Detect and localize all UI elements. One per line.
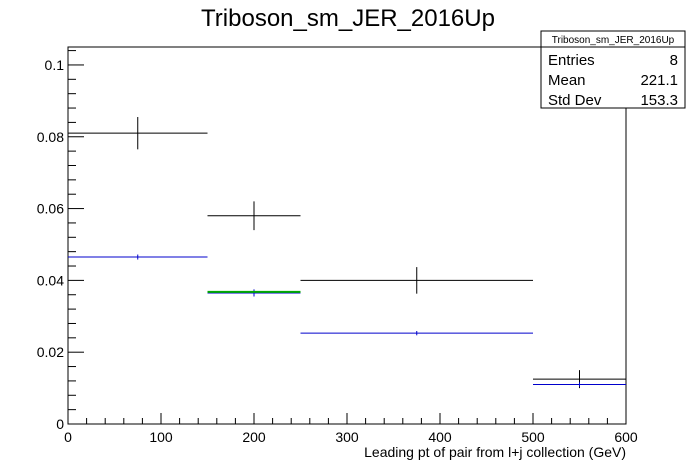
x-tick-label: 500 <box>521 429 545 445</box>
series <box>68 254 626 387</box>
stats-box-title: Triboson_sm_JER_2016Up <box>552 35 675 46</box>
y-tick-label: 0.08 <box>37 129 64 145</box>
y-tick-label: 0.02 <box>37 344 64 360</box>
x-tick-label: 100 <box>149 429 173 445</box>
x-tick-label: 400 <box>428 429 452 445</box>
y-tick-label: 0.04 <box>37 272 64 288</box>
stats-value: 8 <box>670 52 678 69</box>
x-tick-label: 300 <box>335 429 359 445</box>
x-tick-label: 200 <box>242 429 266 445</box>
x-axis-label: Leading pt of pair from l+j collection (… <box>364 444 626 460</box>
stats-value: 153.3 <box>640 92 678 109</box>
stats-label: Std Dev <box>548 92 602 109</box>
stats-label: Entries <box>548 52 595 69</box>
data-series <box>68 117 626 389</box>
y-tick-label: 0 <box>56 416 64 432</box>
chart-title: Triboson_sm_JER_2016Up <box>201 5 495 32</box>
stats-box-frame <box>540 30 686 109</box>
stats-label: Mean <box>548 72 586 89</box>
series <box>68 117 626 389</box>
stats-box: Triboson_sm_JER_2016Up Entries 8 Mean 221.1 S… <box>540 30 686 109</box>
plot-area: 0 100 200 300 400 500 600 0 0.02 0.04 0.06 0.08 0.1 <box>37 46 638 445</box>
y-tick-label: 0.1 <box>45 57 65 73</box>
y-tick-label: 0.06 <box>37 201 64 217</box>
x-tick-label: 0 <box>64 429 72 445</box>
stats-value: 221.1 <box>640 72 678 89</box>
x-tick-label: 600 <box>614 429 638 445</box>
